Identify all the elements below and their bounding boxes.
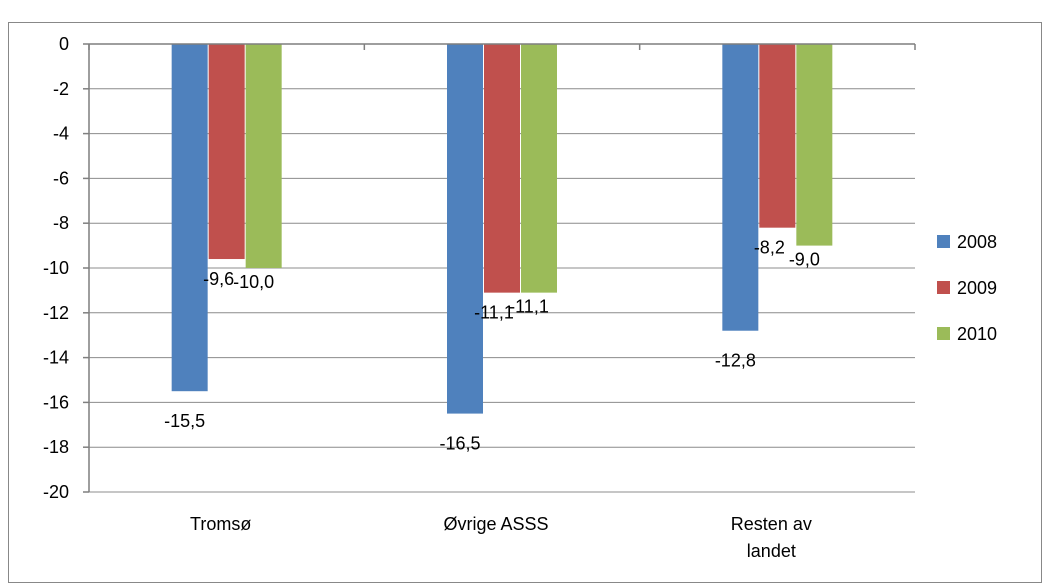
category-label: Tromsø: [190, 514, 251, 534]
y-tick-label: -6: [53, 168, 69, 188]
y-tick-label: -2: [53, 79, 69, 99]
y-tick-labels: 0 -2 -4 -6 -8 -10 -12 -14 -16 -18 -20: [43, 34, 69, 502]
data-label-2010-1: -11,1: [509, 297, 549, 317]
y-tick-label: -16: [43, 392, 69, 412]
bar-2009-0: [209, 44, 245, 259]
y-tick-label: -10: [43, 258, 69, 278]
legend-label-2008: 2008: [957, 232, 997, 252]
bar-2009-2: [759, 44, 795, 228]
category-label: Resten avlandet: [731, 514, 812, 561]
legend-swatch-2010: [937, 327, 950, 340]
data-label-2010-0: -10,0: [233, 272, 274, 292]
data-label-2009-1: -11,1: [474, 303, 514, 323]
chart-frame: 0 -2 -4 -6 -8 -10 -12 -14 -16 -18 -20 Tromsø Øvrige…: [8, 22, 1042, 583]
category-label: Øvrige ASSS: [443, 514, 548, 534]
bar-2010-1: [521, 44, 557, 293]
bar-2010-2: [796, 44, 832, 246]
bar-chart: 0 -2 -4 -6 -8 -10 -12 -14 -16 -18 -20 Tromsø Øvrige…: [9, 23, 1041, 582]
bar-2010-0: [246, 44, 282, 268]
y-tick-label: -14: [43, 348, 69, 368]
bar-2008-0: [172, 44, 208, 391]
y-tick-label: -12: [43, 303, 69, 323]
bar-2008-1: [447, 44, 483, 414]
y-tick-label: -4: [53, 124, 69, 144]
data-label-2008-0: -15,5: [164, 411, 205, 431]
bar-2008-2: [722, 44, 758, 331]
bar-2009-1: [484, 44, 520, 293]
legend-label-2009: 2009: [957, 278, 997, 298]
legend-swatch-2008: [937, 235, 950, 248]
legend-swatch-2009: [937, 281, 950, 294]
y-tick-label: -18: [43, 437, 69, 457]
data-label-2010-2: -9,0: [789, 250, 820, 270]
data-label-2008-1: -16,5: [439, 434, 480, 454]
legend-label-2010: 2010: [957, 324, 997, 344]
y-tick-label: -20: [43, 482, 69, 502]
legend: 2008 2009 2010: [937, 232, 997, 344]
data-label-2009-2: -8,2: [754, 238, 785, 258]
y-tick-label: 0: [59, 34, 69, 54]
y-tick-label: -8: [53, 213, 69, 233]
category-labels: Tromsø Øvrige ASSS Resten avlandet: [190, 514, 812, 561]
data-label-2008-2: -12,8: [715, 351, 756, 371]
data-label-2009-0: -9,6: [203, 269, 234, 289]
